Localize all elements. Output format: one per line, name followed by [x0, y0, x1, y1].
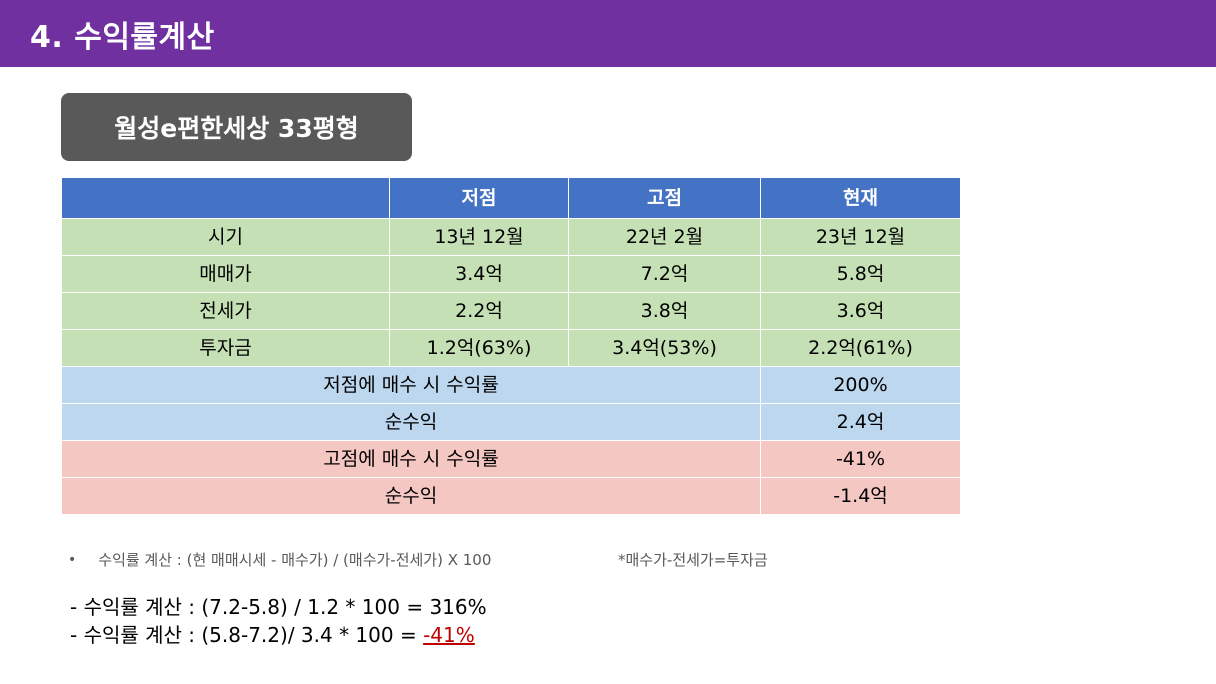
- table-row: 전세가 2.2억 3.8억 3.6억: [61, 292, 961, 330]
- summary-value: -41%: [760, 440, 961, 478]
- column-header: 고점: [568, 177, 761, 219]
- table-cell: 23년 12월: [760, 218, 961, 256]
- column-header: [61, 177, 390, 219]
- table-cell: 22년 2월: [568, 218, 761, 256]
- table-cell: 3.4억(53%): [568, 329, 761, 367]
- table-cell: 13년 12월: [389, 218, 569, 256]
- table-header-row: 저점 고점 현재: [61, 177, 961, 219]
- table-cell: 3.4억: [389, 255, 569, 293]
- summary-label: 저점에 매수 시 수익률: [61, 366, 761, 404]
- calc-line-1: - 수익률 계산 : (7.2-5.8) / 1.2 * 100 = 316%: [70, 595, 487, 619]
- negative-result: -41%: [423, 623, 475, 647]
- return-table: 저점 고점 현재 시기 13년 12월 22년 2월 23년 12월 매매가 3…: [61, 177, 961, 515]
- formula-text: 수익률 계산 : (현 매매시세 - 매수가) / (매수가-전세가) X 10…: [98, 551, 492, 569]
- row-label: 투자금: [61, 329, 390, 367]
- formula-note: • 수익률 계산 : (현 매매시세 - 매수가) / (매수가-전세가) X …: [68, 549, 768, 570]
- page-title: 4. 수익률계산: [30, 19, 215, 55]
- summary-value: -1.4억: [760, 477, 961, 515]
- formula-aside: *매수가-전세가=투자금: [618, 551, 768, 569]
- row-label: 전세가: [61, 292, 390, 330]
- bullet: •: [68, 551, 77, 568]
- header-bar: 4. 수익률계산: [0, 0, 1216, 67]
- row-label: 시기: [61, 218, 390, 256]
- subtitle-box: 월성e편한세상 33평형: [61, 93, 412, 161]
- summary-row: 순수익 -1.4억: [61, 477, 961, 515]
- table-cell: 1.2억(63%): [389, 329, 569, 367]
- calc-line-2: - 수익률 계산 : (5.8-7.2)/ 3.4 * 100 = -41%: [70, 619, 475, 648]
- table-row: 투자금 1.2억(63%) 3.4억(53%) 2.2억(61%): [61, 329, 961, 367]
- calc-line-2-text: - 수익률 계산 : (5.8-7.2)/ 3.4 * 100 =: [70, 623, 424, 647]
- table-row: 매매가 3.4억 7.2억 5.8억: [61, 255, 961, 293]
- table-cell: 7.2억: [568, 255, 761, 293]
- table-cell: 3.8억: [568, 292, 761, 330]
- summary-label: 순수익: [61, 477, 761, 515]
- column-header: 저점: [389, 177, 569, 219]
- table-cell: 3.6억: [760, 292, 961, 330]
- summary-row: 순수익 2.4억: [61, 403, 961, 441]
- table-cell: 2.2억(61%): [760, 329, 961, 367]
- column-header: 현재: [760, 177, 961, 219]
- table-row: 시기 13년 12월 22년 2월 23년 12월: [61, 218, 961, 256]
- row-label: 매매가: [61, 255, 390, 293]
- summary-row: 저점에 매수 시 수익률 200%: [61, 366, 961, 404]
- summary-label: 고점에 매수 시 수익률: [61, 440, 761, 478]
- table-cell: 5.8억: [760, 255, 961, 293]
- subtitle-text: 월성e편한세상 33평형: [114, 114, 359, 143]
- summary-row: 고점에 매수 시 수익률 -41%: [61, 440, 961, 478]
- summary-value: 2.4억: [760, 403, 961, 441]
- summary-label: 순수익: [61, 403, 761, 441]
- table-cell: 2.2억: [389, 292, 569, 330]
- summary-value: 200%: [760, 366, 961, 404]
